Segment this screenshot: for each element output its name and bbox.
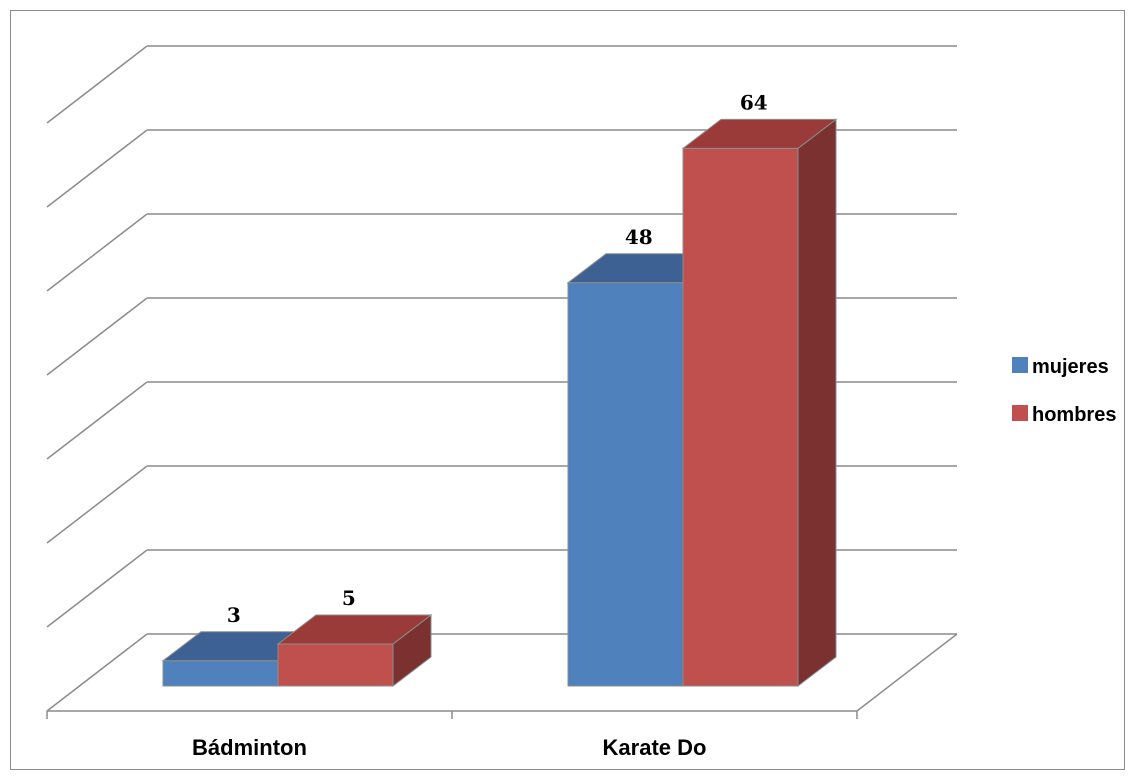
- data-label: 64: [740, 90, 768, 114]
- gridline-side: [46, 633, 148, 712]
- category-label: Bádminton: [192, 735, 307, 760]
- chart-floor: [856, 633, 958, 712]
- gridline-side: [46, 549, 148, 628]
- bar-front: [682, 147, 799, 687]
- gridline-side: [46, 381, 148, 460]
- data-label: 3: [227, 603, 241, 627]
- category-labels: Bádminton Karate Do: [192, 735, 706, 760]
- gridline-side: [46, 213, 148, 292]
- legend: mujeres hombres: [1012, 356, 1116, 426]
- legend-swatch: [1012, 405, 1028, 421]
- legend-label: hombres: [1032, 404, 1116, 426]
- bar-hombres-1: [681, 118, 838, 688]
- bar-front: [567, 282, 684, 687]
- legend-label: mujeres: [1032, 356, 1109, 378]
- floor-edge: [856, 633, 958, 712]
- data-labels: 3 5 48 64: [227, 90, 768, 626]
- gridline-side: [46, 129, 148, 208]
- gridline-side: [46, 45, 148, 124]
- x-axis: [46, 710, 858, 719]
- data-label: 5: [342, 586, 356, 610]
- category-label: Karate Do: [603, 735, 707, 760]
- gridline-side: [46, 465, 148, 544]
- data-label: 48: [625, 225, 653, 249]
- bar-hombres-0: [276, 613, 433, 688]
- gridline-side: [46, 297, 148, 376]
- bar-side: [797, 118, 837, 688]
- legend-swatch: [1012, 357, 1028, 373]
- bar-front: [162, 660, 279, 687]
- bars: [161, 118, 838, 688]
- bar-front: [277, 643, 394, 687]
